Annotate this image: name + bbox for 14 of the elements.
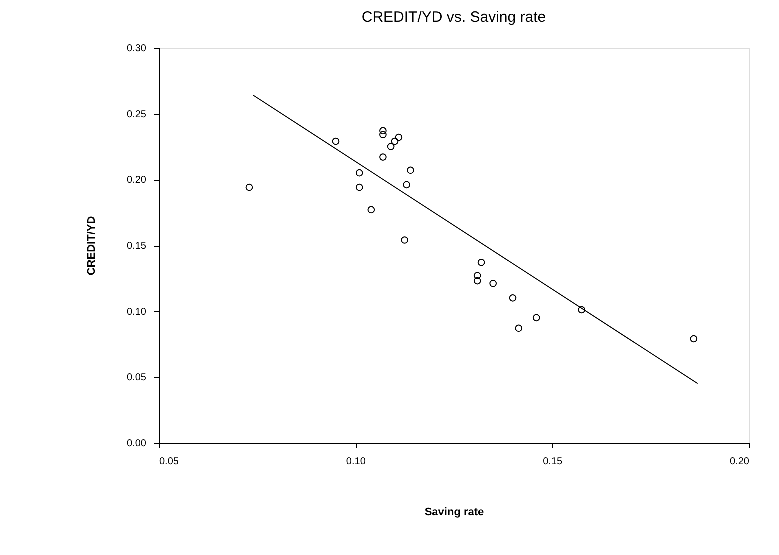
y-tick-label: 0.10: [127, 306, 147, 318]
y-tick-label: 0.15: [127, 241, 147, 252]
x-axis-title: Saving rate: [424, 506, 484, 518]
chart-title: CREDIT/YD vs. Saving rate: [362, 9, 546, 26]
x-tick-label: 0.10: [346, 456, 366, 468]
y-axis-title: CREDIT/YD: [86, 216, 98, 276]
x-tick-label: 0.15: [543, 456, 563, 468]
x-tick-label: 0.20: [730, 456, 750, 468]
y-tick-label: 0.05: [127, 372, 147, 384]
y-tick-label: 0.25: [127, 109, 147, 120]
y-tick-label: 0.20: [127, 175, 147, 186]
y-tick-label: 0.30: [127, 44, 147, 54]
y-tick-label: 0.00: [127, 438, 147, 450]
x-tick-label: 0.05: [160, 456, 180, 468]
